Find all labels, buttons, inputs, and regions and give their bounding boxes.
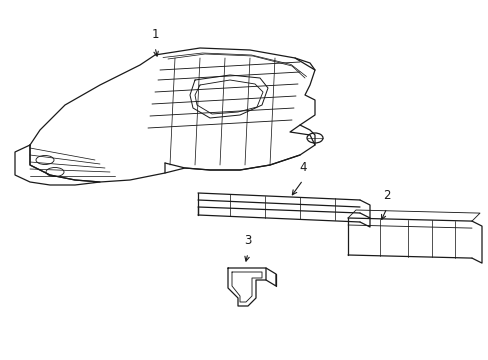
Text: 2: 2 bbox=[383, 189, 390, 202]
Text: 1: 1 bbox=[151, 28, 159, 41]
Text: 3: 3 bbox=[244, 234, 251, 247]
Text: 4: 4 bbox=[299, 161, 306, 174]
